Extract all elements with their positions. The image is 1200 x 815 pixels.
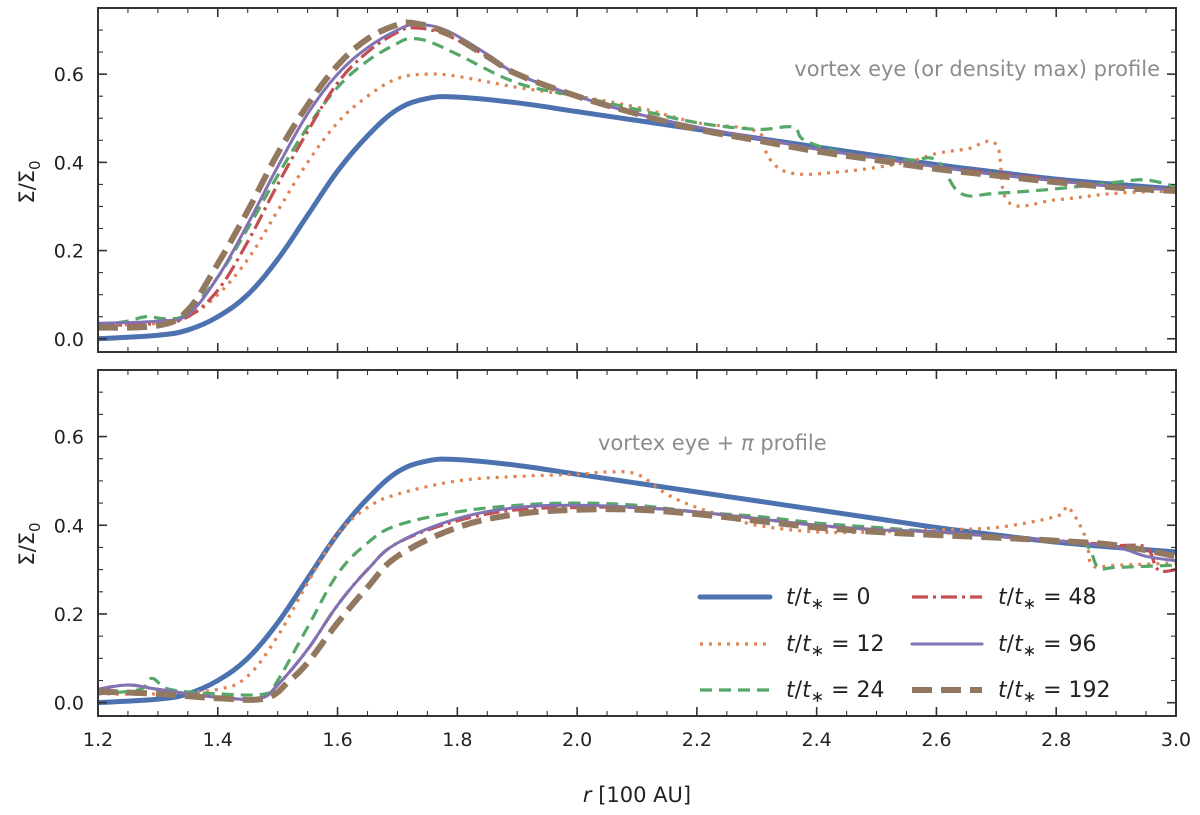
legend-label: t/t∗ = 12 [786, 632, 885, 660]
x-tick-label: 1.4 [203, 729, 233, 751]
bottom-y-tick-label: 0.4 [54, 515, 84, 537]
top-y-tick-label: 0.2 [54, 241, 84, 263]
top-y-tick-label: 0.6 [54, 64, 84, 86]
top-series-line-1 [98, 72, 1176, 328]
top-y-tick-label: 0.0 [54, 329, 84, 351]
top-series-line-5 [98, 19, 1176, 331]
bottom-ticks: 1.2 1.4 1.6 1.8 2.0 2.2 2.4 2.6 2.8 3.0 0.0 0.2 0.4 0… [54, 369, 1191, 751]
x-tick-label: 2.8 [1041, 729, 1071, 751]
x-tick-label: 3.0 [1161, 729, 1191, 751]
bottom-series-line-1 [98, 470, 1176, 696]
x-tick-label: 2.4 [802, 729, 832, 751]
bottom-y-tick-label: 0.2 [54, 604, 84, 626]
bottom-annotation: vortex eye + π profile [598, 431, 827, 455]
top-series-line-3 [98, 26, 1176, 328]
legend-label: t/t∗ = 24 [786, 678, 885, 706]
bottom-y-tick-label: 0.0 [54, 693, 84, 715]
bottom-series-line-0 [98, 456, 1176, 706]
bottom-series-line-5 [98, 506, 1176, 703]
x-tick-label: 1.8 [442, 729, 472, 751]
legend: t/t∗ = 0 t/t∗ = 12 t/t∗ = 24 t/t∗ = 48 t/t∗ … [697, 585, 1111, 706]
bottom-panel: 1.2 1.4 1.6 1.8 2.0 2.2 2.4 2.6 2.8 3.0 0.0 0.2 0.4 0… [15, 369, 1191, 807]
bottom-series-group [98, 456, 1176, 706]
x-tick-label: 1.2 [83, 729, 113, 751]
bottom-y-tick-label: 0.6 [54, 427, 84, 449]
top-series-group [98, 19, 1176, 342]
bottom-axes-frame [97, 369, 1177, 717]
legend-label: t/t∗ = 192 [998, 678, 1111, 706]
x-axis-label: r [100 AU] [583, 783, 691, 807]
legend-label: t/t∗ = 0 [786, 585, 871, 613]
x-tick-label: 2.0 [562, 729, 592, 751]
legend-label: t/t∗ = 96 [998, 632, 1097, 660]
top-annotation: vortex eye (or density max) profile [794, 57, 1160, 81]
legend-label: t/t∗ = 48 [998, 585, 1097, 613]
x-tick-label: 2.6 [921, 729, 951, 751]
x-tick-label: 2.2 [682, 729, 712, 751]
top-axes-frame [97, 7, 1177, 353]
top-panel: 0.0 0.2 0.4 0.6 vortex eye (or density max)… [15, 7, 1177, 353]
x-tick-label: 1.6 [322, 729, 352, 751]
top-y-tick-label: 0.4 [54, 152, 84, 174]
